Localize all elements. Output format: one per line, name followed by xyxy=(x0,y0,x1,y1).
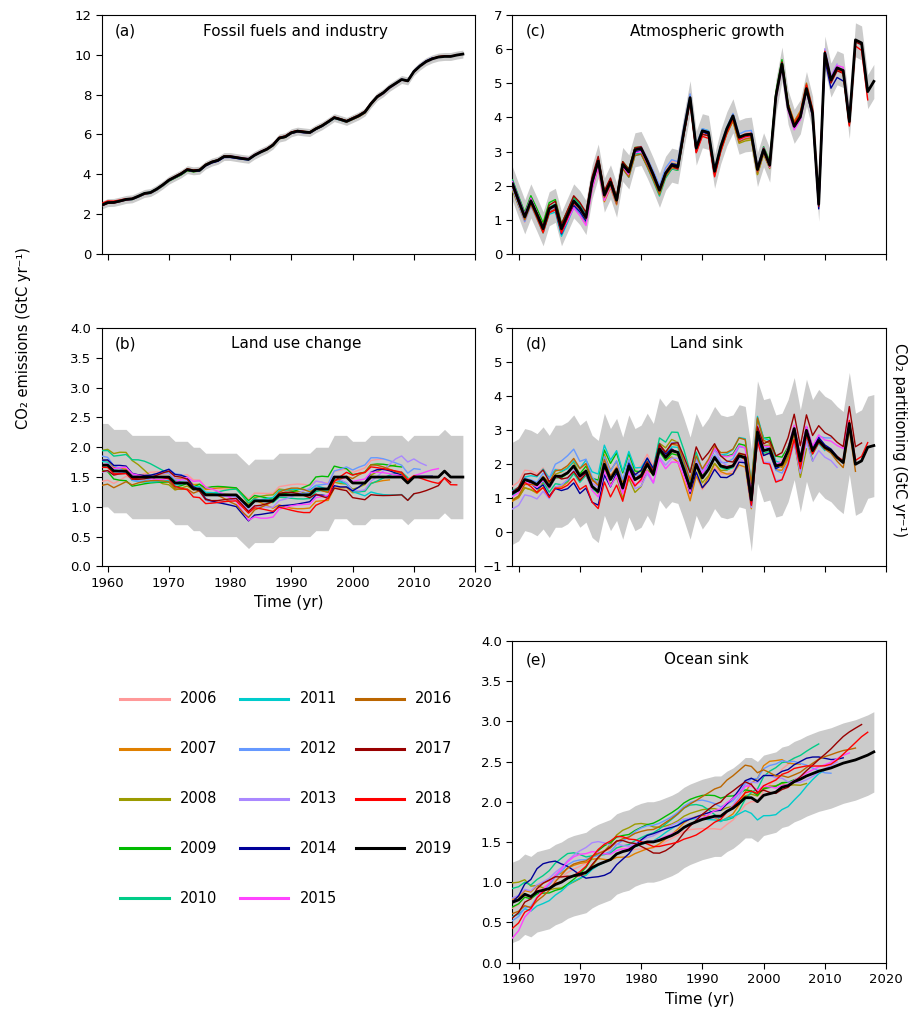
Text: CO₂ partitioning (GtC yr⁻¹): CO₂ partitioning (GtC yr⁻¹) xyxy=(893,343,907,538)
Text: 2006: 2006 xyxy=(180,691,217,707)
Text: (d): (d) xyxy=(525,337,547,351)
Text: (b): (b) xyxy=(114,337,136,351)
Text: 2009: 2009 xyxy=(180,841,217,856)
Text: 2017: 2017 xyxy=(415,741,452,756)
Text: 2013: 2013 xyxy=(300,791,337,806)
Text: 2018: 2018 xyxy=(415,791,452,806)
Text: 2012: 2012 xyxy=(300,741,337,756)
Text: 2016: 2016 xyxy=(415,691,452,707)
Text: 2007: 2007 xyxy=(180,741,218,756)
Text: (c): (c) xyxy=(525,24,545,39)
Text: CO₂ emissions (GtC yr⁻¹): CO₂ emissions (GtC yr⁻¹) xyxy=(16,247,30,429)
Text: (e): (e) xyxy=(525,652,546,668)
Text: 2010: 2010 xyxy=(180,891,217,905)
Text: 2011: 2011 xyxy=(300,691,337,707)
Text: Land use change: Land use change xyxy=(231,337,361,351)
Text: Fossil fuels and industry: Fossil fuels and industry xyxy=(203,24,389,39)
Text: Atmospheric growth: Atmospheric growth xyxy=(629,24,784,39)
Text: Land sink: Land sink xyxy=(670,337,743,351)
Text: (a): (a) xyxy=(114,24,136,39)
Text: 2014: 2014 xyxy=(300,841,337,856)
Text: Ocean sink: Ocean sink xyxy=(665,652,749,668)
Text: 2019: 2019 xyxy=(415,841,452,856)
Text: 2015: 2015 xyxy=(300,891,337,905)
X-axis label: Time (yr): Time (yr) xyxy=(665,991,734,1007)
X-axis label: Time (yr): Time (yr) xyxy=(254,595,323,610)
Text: 2008: 2008 xyxy=(180,791,217,806)
